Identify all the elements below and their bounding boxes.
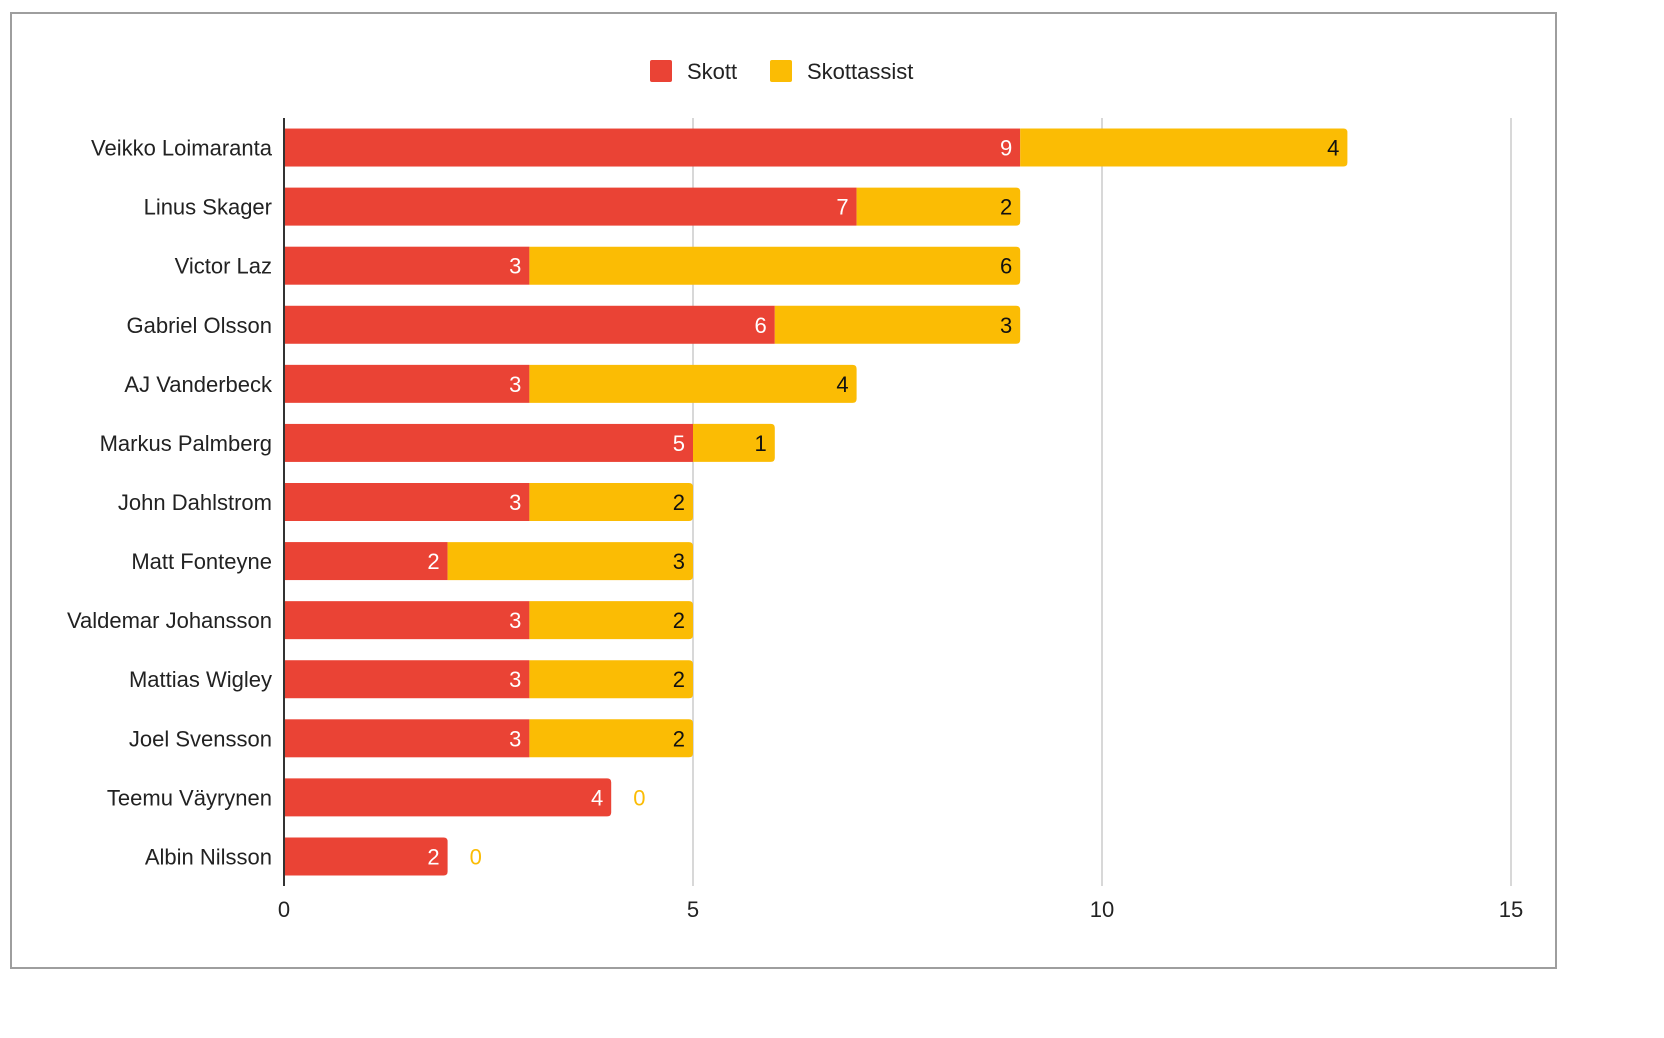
- x-tick-label: 10: [1090, 897, 1114, 922]
- chart-frame: [10, 12, 1557, 969]
- category-label: Albin Nilsson: [145, 844, 272, 869]
- bar-skott: [284, 778, 612, 817]
- bar-skottassist: [529, 483, 693, 521]
- bar-row: Veikko Loimaranta 9 4: [91, 128, 1348, 167]
- bar-skottassist: [1020, 128, 1348, 167]
- category-label: Gabriel Olsson: [126, 313, 272, 338]
- data-label-skott: 7: [836, 195, 848, 220]
- bar-row: Teemu Väyrynen 4 0: [107, 778, 645, 817]
- data-label-skottassist: 3: [673, 549, 685, 574]
- bar-row: Victor Laz 3 6: [175, 246, 1021, 285]
- bar-skott: [284, 483, 530, 521]
- legend-label-skott: Skott: [687, 59, 737, 84]
- category-label: Linus Skager: [144, 195, 272, 220]
- category-label: Markus Palmberg: [100, 431, 272, 456]
- data-label-skott: 9: [1000, 136, 1012, 161]
- bar-row: Linus Skager 7 2: [144, 187, 1021, 226]
- legend: Skott Skottassist: [650, 59, 913, 84]
- data-label-skott: 3: [509, 372, 521, 397]
- bar-skott: [284, 542, 448, 581]
- data-label-skott: 3: [509, 490, 521, 515]
- bar-row: Joel Svensson 3 2: [129, 719, 693, 758]
- bar-skottassist: [529, 364, 857, 403]
- bar-skottassist: [693, 423, 775, 462]
- bar-skottassist: [529, 601, 693, 640]
- category-label: John Dahlstrom: [118, 490, 272, 515]
- bar-row: AJ Vanderbeck 3 4: [124, 364, 857, 403]
- data-label-skottassist: 2: [673, 667, 685, 692]
- bar-skott: [284, 719, 530, 758]
- data-label-skottassist: 0: [633, 785, 645, 810]
- data-label-skott: 3: [509, 254, 521, 279]
- data-label-skottassist: 2: [673, 726, 685, 751]
- bar-skottassist: [447, 542, 693, 581]
- category-label: AJ Vanderbeck: [124, 372, 273, 397]
- bar-row: Valdemar Johansson 3 2: [67, 601, 693, 640]
- bar-skott: [284, 246, 530, 285]
- category-label: Mattias Wigley: [129, 667, 272, 692]
- category-label: Matt Fonteyne: [131, 549, 272, 574]
- bar-skott: [284, 364, 530, 403]
- x-tick-label: 0: [278, 897, 290, 922]
- category-label: Victor Laz: [175, 254, 272, 279]
- data-label-skott: 3: [509, 726, 521, 751]
- legend-swatch-skott: [650, 60, 672, 82]
- bar-skott: [284, 660, 530, 699]
- data-label-skott: 2: [427, 549, 439, 574]
- data-label-skottassist: 1: [755, 431, 767, 456]
- data-label-skott: 2: [427, 844, 439, 869]
- data-label-skottassist: 2: [673, 608, 685, 633]
- legend-swatch-skottassist: [770, 60, 792, 82]
- bar-skott: [284, 423, 693, 462]
- bar-skottassist: [529, 660, 693, 699]
- data-label-skottassist: 4: [836, 372, 848, 397]
- data-label-skottassist: 4: [1327, 136, 1339, 161]
- x-tick-label: 15: [1499, 897, 1523, 922]
- x-tick-label: 5: [687, 897, 699, 922]
- category-label: Veikko Loimaranta: [91, 136, 273, 161]
- data-label-skottassist: 2: [673, 490, 685, 515]
- data-label-skottassist: 0: [470, 844, 482, 869]
- bar-skottassist: [774, 305, 1021, 344]
- data-label-skott: 5: [673, 431, 685, 456]
- bar-skott: [284, 187, 857, 226]
- legend-label-skottassist: Skottassist: [807, 59, 913, 84]
- data-label-skott: 3: [509, 608, 521, 633]
- data-label-skott: 4: [591, 785, 603, 810]
- data-label-skottassist: 2: [1000, 195, 1012, 220]
- data-label-skottassist: 6: [1000, 254, 1012, 279]
- bar-row: Mattias Wigley 3 2: [129, 660, 693, 699]
- bar-skottassist: [529, 719, 693, 758]
- category-label: Joel Svensson: [129, 726, 272, 751]
- category-label: Valdemar Johansson: [67, 608, 272, 633]
- bar-row: Markus Palmberg 5 1: [100, 423, 775, 462]
- data-label-skottassist: 3: [1000, 313, 1012, 338]
- bar-skott: [284, 128, 1021, 167]
- bar-skott: [284, 601, 530, 640]
- bar-row: Matt Fonteyne 2 3: [131, 542, 693, 581]
- data-label-skott: 3: [509, 667, 521, 692]
- bar-row: John Dahlstrom 3 2: [118, 483, 693, 521]
- category-label: Teemu Väyrynen: [107, 785, 272, 810]
- bar-skott: [284, 837, 448, 876]
- bar-row: Albin Nilsson 2 0: [145, 837, 482, 876]
- bar-skott: [284, 305, 775, 344]
- bar-row: Gabriel Olsson 6 3: [126, 305, 1021, 344]
- data-label-skott: 6: [755, 313, 767, 338]
- bar-skottassist: [856, 187, 1021, 226]
- bar-skottassist: [529, 246, 1021, 285]
